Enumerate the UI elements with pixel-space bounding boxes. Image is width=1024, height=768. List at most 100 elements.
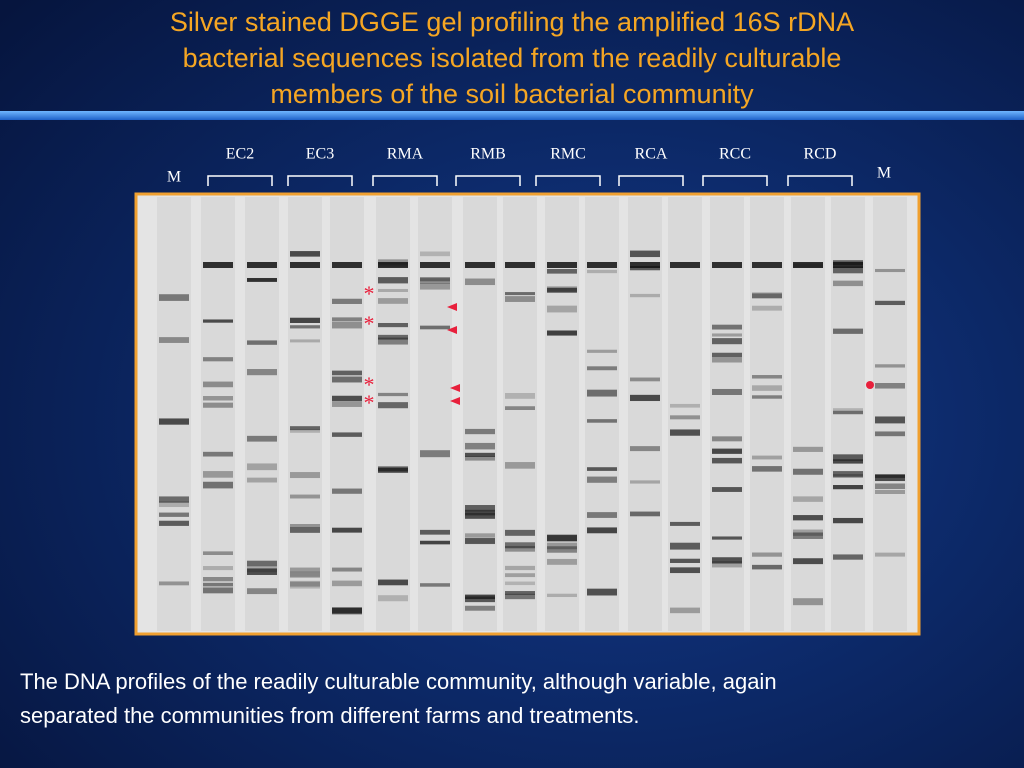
arrow	[447, 326, 457, 334]
band	[247, 340, 277, 345]
band	[159, 581, 189, 586]
band	[332, 401, 362, 407]
lane	[463, 197, 497, 631]
band	[332, 298, 362, 304]
band	[793, 532, 823, 539]
caption-line: The DNA profiles of the readily culturab…	[20, 669, 777, 694]
band	[875, 268, 905, 273]
band	[203, 319, 233, 323]
marker-label: M	[877, 165, 891, 182]
band	[332, 376, 362, 383]
band	[587, 527, 617, 534]
title-line: members of the soil bacterial community	[270, 79, 754, 109]
band	[378, 298, 408, 304]
lane	[288, 197, 322, 631]
band	[203, 451, 233, 457]
band	[290, 580, 320, 587]
band	[752, 455, 782, 460]
band	[290, 339, 320, 343]
band	[332, 321, 362, 329]
band	[203, 582, 233, 587]
band	[247, 278, 277, 282]
lane	[503, 197, 537, 631]
band	[875, 489, 905, 494]
band	[465, 262, 495, 268]
band	[752, 385, 782, 391]
band	[547, 262, 577, 268]
band	[712, 436, 742, 442]
band	[420, 583, 450, 587]
lane	[585, 197, 619, 631]
band	[159, 520, 189, 526]
lane-label: EC3	[306, 146, 334, 163]
band	[465, 533, 495, 538]
lane	[873, 197, 907, 631]
band	[378, 392, 408, 397]
band	[670, 558, 700, 563]
band	[290, 494, 320, 499]
band	[290, 526, 320, 533]
band	[159, 418, 189, 425]
band	[875, 431, 905, 437]
band	[630, 265, 660, 271]
lane	[330, 197, 364, 631]
band	[793, 529, 823, 536]
band	[505, 581, 535, 586]
band	[420, 529, 450, 535]
band	[752, 564, 782, 570]
band	[712, 448, 742, 454]
band	[378, 579, 408, 586]
band	[630, 250, 660, 258]
band	[290, 317, 320, 323]
asterisk: *	[364, 311, 375, 336]
band	[712, 324, 742, 330]
band	[465, 538, 495, 544]
band	[332, 567, 362, 572]
band	[752, 466, 782, 472]
band	[587, 262, 617, 268]
band	[159, 496, 189, 503]
band	[505, 393, 535, 399]
band	[203, 381, 233, 388]
band	[670, 403, 700, 408]
band	[332, 432, 362, 437]
band	[505, 542, 535, 549]
lane	[201, 197, 235, 631]
marker-label: M	[167, 169, 181, 186]
band	[203, 577, 233, 582]
band	[159, 501, 189, 508]
lane-label: RMC	[550, 146, 586, 163]
lane-bracket	[535, 175, 601, 186]
band	[630, 262, 660, 268]
band	[159, 512, 189, 517]
band	[833, 485, 863, 490]
band	[547, 534, 577, 542]
band	[378, 334, 408, 340]
band	[420, 540, 450, 545]
band	[203, 551, 233, 555]
band	[630, 377, 660, 382]
band	[670, 429, 700, 436]
band	[875, 364, 905, 368]
band	[630, 394, 660, 402]
band	[505, 591, 535, 595]
band-arrows	[447, 303, 874, 405]
asterisk: *	[364, 390, 375, 415]
lane-labels: M M EC2 EC3 RMA RMB RMC RCA RCC RCD	[167, 146, 891, 186]
band	[203, 481, 233, 489]
band	[833, 280, 863, 287]
band	[465, 278, 495, 286]
band	[465, 428, 495, 435]
band	[420, 262, 450, 268]
band	[203, 587, 233, 594]
band	[378, 337, 408, 345]
band	[587, 349, 617, 353]
band	[465, 512, 495, 519]
band	[587, 269, 617, 274]
band	[247, 568, 277, 575]
band	[712, 357, 742, 363]
lane-label: RCD	[804, 146, 837, 163]
band	[833, 262, 863, 268]
band	[752, 293, 782, 299]
lane-bracket	[287, 175, 353, 186]
